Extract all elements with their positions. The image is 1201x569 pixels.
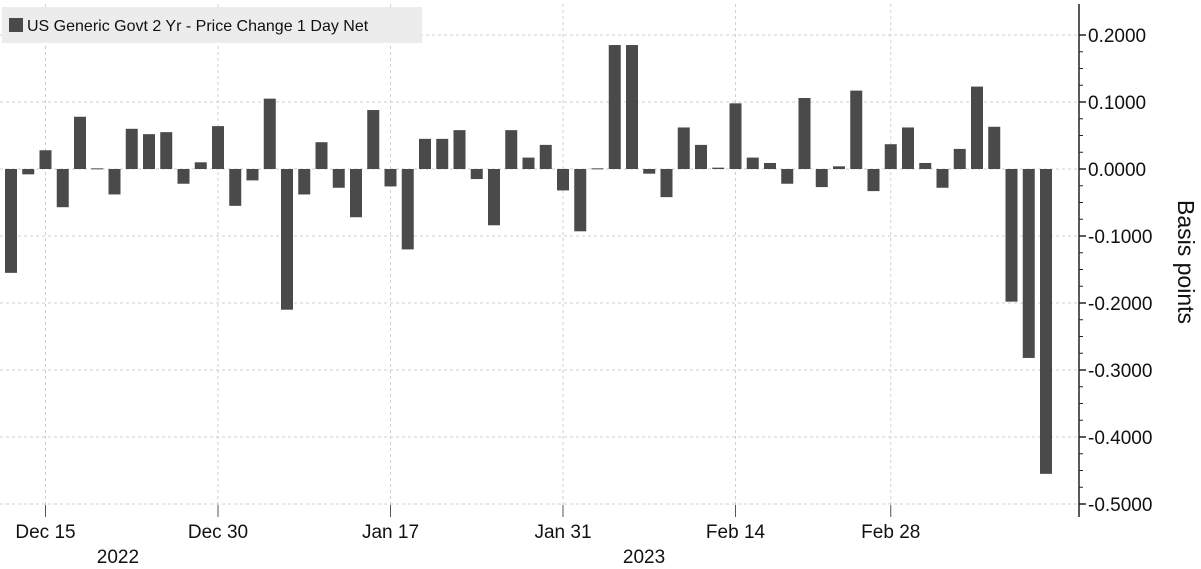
legend: US Generic Govt 2 Yr - Price Change 1 Da… [2, 7, 422, 43]
bar [781, 169, 794, 184]
bar [712, 167, 725, 169]
legend-swatch [9, 18, 23, 32]
x-year-label: 2023 [623, 547, 665, 568]
bar [281, 169, 293, 310]
bar [229, 169, 242, 206]
y-tick-label: -0.5000 [1088, 495, 1152, 516]
y-tick-label: -0.4000 [1088, 428, 1152, 449]
bar [557, 169, 569, 191]
y-axis-ticks: 0.2000 0.1000 0.0000 -0.1000 -0.2000 -0.3000 -… [1079, 26, 1152, 516]
bar [729, 103, 742, 169]
bar [56, 169, 69, 208]
bar [1022, 169, 1035, 358]
bar [574, 169, 587, 232]
bar [470, 169, 483, 180]
y-tick-label: 0.1000 [1088, 93, 1146, 114]
bar [626, 45, 638, 169]
bar [453, 130, 466, 169]
bar [919, 162, 932, 169]
x-tick-label: Jan 17 [362, 522, 419, 543]
bar [867, 169, 880, 192]
bar [971, 86, 983, 169]
bar [194, 162, 207, 169]
bar [298, 169, 311, 195]
bar [660, 169, 673, 198]
bar [488, 169, 500, 226]
y-axis-title: Basis points [1173, 200, 1199, 324]
bar [367, 110, 380, 169]
x-axis-ticks: Dec 15 Dec 30 Jan 17 Jan 31 Feb 14 Feb 28 2022… [15, 505, 920, 568]
x-tick-label: Feb 14 [706, 522, 766, 543]
bar [1040, 169, 1052, 474]
bar [833, 166, 845, 169]
bar [384, 169, 397, 187]
x-tick-label: Dec 30 [188, 522, 248, 543]
bar [850, 90, 863, 169]
bar [401, 169, 414, 250]
bar [522, 157, 535, 169]
bar [315, 142, 328, 169]
bar [505, 130, 518, 169]
x-tick-label: Dec 15 [15, 522, 75, 543]
bar [419, 138, 431, 169]
bar [884, 144, 897, 169]
bar [815, 169, 828, 188]
bar [539, 144, 552, 169]
y-tick-label: 0.2000 [1088, 26, 1146, 47]
bar [1005, 169, 1018, 302]
legend-box [2, 7, 422, 43]
y-tick-label: -0.3000 [1088, 361, 1152, 382]
y-tick-label: -0.2000 [1088, 294, 1152, 315]
bar [350, 169, 362, 218]
x-year-label: 2022 [97, 547, 139, 568]
bar [177, 169, 190, 184]
bar [246, 169, 259, 181]
bar [39, 150, 52, 169]
bar [591, 168, 604, 170]
bar [798, 97, 811, 169]
bar [22, 169, 35, 175]
bar [436, 138, 449, 169]
bar [643, 169, 656, 174]
bar [695, 144, 707, 169]
bar [746, 157, 759, 169]
bar [332, 169, 345, 188]
y-tick-label: 0.0000 [1088, 160, 1146, 181]
bar [677, 127, 690, 169]
bar [608, 45, 621, 169]
x-tick-label: Feb 28 [861, 522, 920, 543]
bar [74, 116, 86, 169]
bar [125, 128, 138, 169]
bar [764, 162, 776, 169]
bar [91, 168, 104, 170]
gridlines [0, 4, 1079, 517]
bar [5, 169, 17, 273]
bar [143, 134, 155, 169]
bars [5, 45, 1052, 474]
bar [902, 127, 914, 169]
bar [936, 169, 949, 188]
legend-label: US Generic Govt 2 Yr - Price Change 1 Da… [27, 18, 369, 35]
x-tick-label: Jan 31 [534, 522, 591, 543]
bar [160, 132, 173, 169]
bar [988, 126, 1001, 169]
y-tick-label: -0.1000 [1088, 227, 1152, 248]
bar [108, 169, 121, 195]
bar [263, 98, 276, 169]
bar [953, 148, 966, 169]
bar [212, 126, 224, 169]
